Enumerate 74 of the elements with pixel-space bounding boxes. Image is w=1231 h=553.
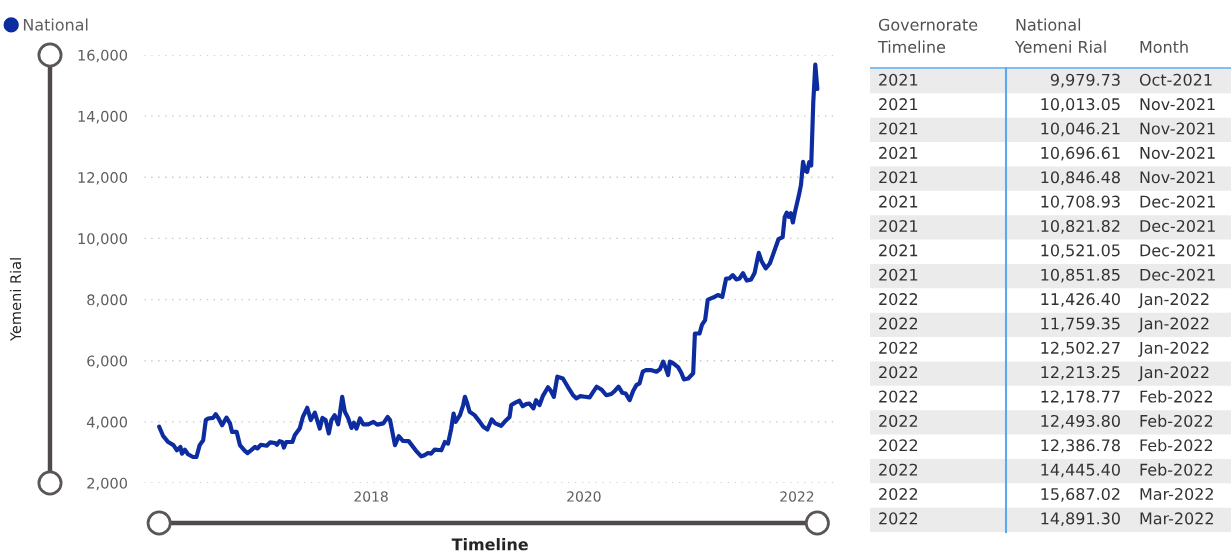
data-label: 2022: [879, 390, 918, 403]
text: Month: [1140, 40, 1188, 53]
category-label: Feb-2022: [1140, 438, 1213, 452]
data-label: 2022: [879, 317, 918, 330]
category-label: Mar-2022: [1140, 488, 1213, 501]
x-axis-title: Timeline: [451, 538, 528, 551]
data-label: 2021: [879, 98, 918, 111]
data-label: 10,521.05: [1041, 244, 1120, 259]
data-label: 2022: [879, 439, 918, 452]
data-label: 10,846.48: [1041, 171, 1120, 185]
data-label: 10,708.93: [1041, 195, 1120, 210]
data-label: 10,821.82: [1041, 219, 1120, 234]
data-label: 2022: [879, 293, 918, 306]
data-label: 10,696.61: [1041, 146, 1120, 161]
series-label: Governorate Timeline: [877, 18, 978, 53]
data-label: 2021: [879, 73, 918, 86]
data-label: 2021: [879, 146, 918, 159]
legend-label: National: [23, 18, 88, 31]
category-label: Nov-2021: [1140, 122, 1215, 135]
y-tick-label: 6,000: [87, 355, 128, 368]
category-label: Mar-2022: [1140, 512, 1213, 525]
y-tick-label: 4,000: [86, 416, 128, 430]
data-label: 2022: [879, 463, 918, 476]
y-tick-label: 12,000: [78, 172, 128, 185]
data-label: 10,046.21: [1041, 122, 1120, 137]
y-tick-label: 14,000: [78, 110, 128, 124]
category-label: Jan-2022: [1138, 366, 1209, 382]
data-label: 2021: [879, 122, 918, 135]
category-label: Nov-2021: [1140, 146, 1215, 159]
category-label: Dec-2021: [1140, 219, 1215, 233]
data-label: 2022: [879, 341, 918, 354]
data-label: 2021: [879, 268, 918, 281]
category-label: Feb-2022: [1140, 463, 1213, 476]
x-tick-label: 2018: [354, 491, 388, 502]
line-series: [157, 62, 820, 460]
data-label: 2021: [879, 171, 918, 184]
category-label: Dec-2021: [1140, 244, 1215, 257]
data-label: 2021: [879, 219, 918, 233]
data-label: 2022: [879, 366, 918, 379]
category-label: Dec-2021: [1140, 268, 1215, 281]
data-label: 12,493.80: [1041, 414, 1120, 429]
category-label: Oct-2021: [1139, 73, 1212, 86]
y-tick-label: 10,000: [78, 233, 128, 246]
data-label: 10,013.05: [1041, 98, 1120, 112]
x-tick-label: 2022: [780, 491, 814, 502]
category-label: Feb-2022: [1140, 390, 1213, 403]
y-axis-title: Yemeni Rial: [9, 258, 22, 342]
y-tick-label: 16,000: [78, 49, 128, 63]
data-label: 12,386.78: [1041, 439, 1120, 453]
text: National Yemeni Rial: [1014, 18, 1106, 53]
data-label: 14,891.30: [1041, 512, 1120, 527]
category-label: Jan-2022: [1138, 317, 1209, 333]
data-label: 15,687.02: [1041, 488, 1120, 502]
data-label: 11,426.40: [1041, 293, 1120, 307]
y-tick-label: 8,000: [87, 294, 128, 307]
data-label: 10,851.85: [1041, 268, 1120, 283]
data-label: 12,178.77: [1041, 390, 1120, 405]
x-tick-label: 2020: [567, 491, 601, 502]
category-label: Dec-2021: [1140, 195, 1215, 208]
category-label: Jan-2022: [1138, 341, 1209, 357]
data-label: 2021: [879, 244, 918, 257]
data-label: 2022: [879, 414, 918, 427]
category-label: Feb-2022: [1140, 414, 1213, 427]
y-tick-label: 2,000: [87, 477, 128, 491]
data-label: 11,759.35: [1041, 317, 1120, 332]
data-label: 14,445.40: [1041, 463, 1120, 478]
data-label: 9,979.73: [1050, 73, 1120, 88]
category-label: Nov-2021: [1140, 171, 1215, 184]
data-label: 12,502.27: [1041, 341, 1120, 356]
data-label: 12,213.25: [1041, 366, 1120, 380]
category-label: Nov-2021: [1140, 98, 1215, 111]
category-label: Jan-2022: [1138, 293, 1209, 309]
data-label: 2021: [879, 195, 918, 208]
data-label: 2022: [879, 512, 918, 525]
